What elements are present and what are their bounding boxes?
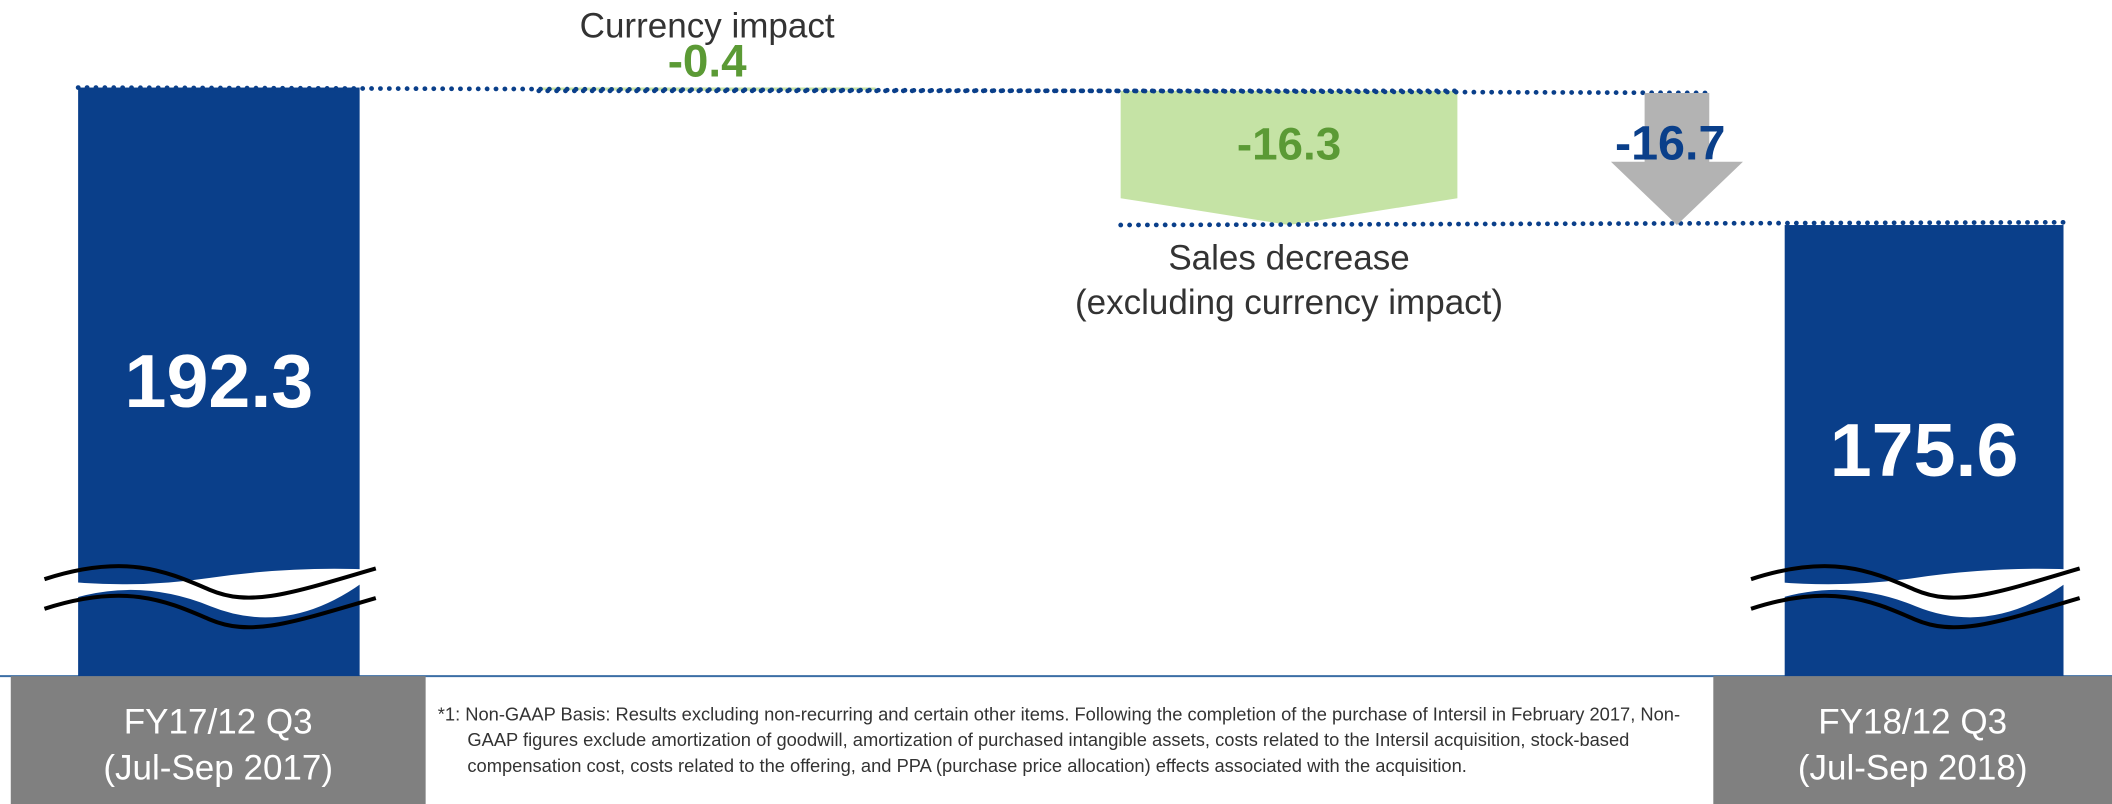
category-box [1713, 676, 2112, 804]
bar-value: 175.6 [1830, 408, 2019, 492]
bar-value: 192.3 [125, 339, 314, 423]
category-label: FY17/12 Q3 (Jul-Sep 2017) [103, 703, 333, 788]
axis-break [1751, 568, 2080, 618]
category-box [10, 676, 426, 804]
change-arrow [1610, 92, 1743, 226]
axis-break-line [43, 593, 377, 630]
footnote: *1: Non-GAAP Basis: Results excluding no… [437, 704, 1681, 776]
delta-bar [1120, 90, 1458, 226]
axis-break-line [43, 564, 377, 600]
change-value: -16.7 [1615, 117, 1725, 171]
delta-value: -16.3 [1237, 118, 1341, 169]
axis-break-line [1750, 564, 2081, 600]
axis-break-line [1750, 593, 2081, 630]
delta-label: Currency impact [580, 7, 835, 46]
axis-break [44, 568, 376, 618]
delta-value: -0.4 [668, 36, 747, 87]
delta-label: Sales decrease (excluding currency impact… [1075, 239, 1503, 322]
category-label: FY18/12 Q3 (Jul-Sep 2018) [1798, 703, 2028, 788]
connector [1118, 219, 2066, 228]
